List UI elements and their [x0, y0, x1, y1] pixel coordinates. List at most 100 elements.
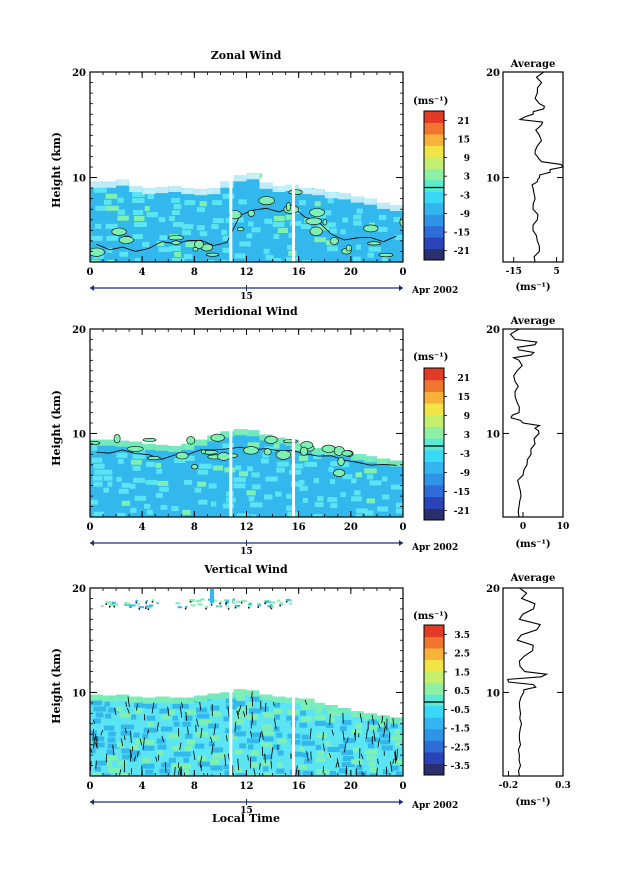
contour-blob [90, 247, 105, 257]
colorbar-tick-label: 21 [457, 117, 470, 127]
contour-blob [243, 446, 259, 455]
heatmap-cell [222, 443, 235, 449]
heatmap-cell [222, 503, 234, 509]
heatmap-cell [340, 492, 346, 498]
heatmap-cell [182, 721, 192, 727]
heatmap-cell [233, 175, 247, 182]
colorbar-segment [424, 636, 444, 649]
x-tick-label: 12 [240, 781, 254, 792]
heatmap-cell [314, 201, 321, 207]
heatmap-cell [367, 743, 375, 749]
heatmap-cell [390, 460, 403, 467]
heatmap-cell [138, 606, 145, 609]
contour-blob [168, 235, 185, 241]
heatmap-cell [92, 742, 105, 748]
heatmap-cell [129, 696, 143, 703]
heatmap-cell [168, 246, 181, 251]
heatmap-cell [107, 737, 116, 743]
heatmap-cell [251, 472, 260, 478]
profile-frame [502, 71, 564, 263]
heatmap-cell [250, 756, 257, 762]
heatmap-cell [340, 229, 346, 235]
heatmap-cell [395, 502, 403, 508]
heatmap-cell [90, 499, 98, 505]
contour-blob [217, 452, 231, 461]
heatmap-cell [159, 486, 169, 492]
colorbar-segment [424, 694, 444, 707]
heatmap-cell [274, 774, 286, 776]
contour-segment [120, 738, 124, 747]
heatmap-cell [108, 767, 121, 773]
contour-segment [155, 756, 158, 762]
heatmap-cell [257, 602, 261, 605]
heatmap-cell [317, 750, 325, 756]
heatmap-cell [91, 235, 103, 241]
contour-segment [167, 706, 170, 717]
x-tick-label: 0 [87, 781, 94, 792]
heatmap-cell [364, 510, 374, 516]
contour-segment [147, 729, 149, 735]
heatmap-cell [223, 764, 233, 770]
heatmap-cell [103, 695, 116, 702]
heatmap-cell [174, 458, 186, 463]
heatmap-cell [103, 475, 113, 481]
colorbar-segment [424, 168, 444, 181]
heatmap-cell [351, 478, 357, 484]
heatmap-cell [92, 772, 101, 776]
contour-dot [147, 608, 150, 610]
heatmap-cell [155, 444, 169, 451]
contour-blob [378, 252, 394, 258]
contour-segment [270, 747, 274, 760]
colorbar-segment [424, 449, 444, 462]
heatmap-cell [116, 452, 128, 458]
heatmap-cell [301, 704, 311, 710]
heatmap-cell [263, 766, 269, 772]
contour-segment [381, 715, 384, 724]
heatmap-cell [107, 259, 115, 262]
contour-segment [322, 743, 325, 752]
heatmap-cell [121, 724, 134, 730]
contour-segment [383, 726, 386, 737]
panel-vertical-wind: Vertical Wind 0 4 8 12 16 20 0 10 20 Height (km… [50, 563, 571, 825]
colorbar-segment [424, 133, 444, 146]
contour-blob [341, 450, 353, 457]
heatmap-cell [131, 714, 137, 720]
x-tick-label: 0 [87, 267, 94, 278]
contour-segment [344, 742, 347, 753]
heatmap-cell [259, 182, 273, 189]
colorbar-tick-label: -0.5 [451, 706, 470, 716]
heatmap-cell [220, 752, 226, 758]
contour-segment [238, 705, 242, 712]
contour-dot [227, 608, 230, 610]
heatmap-cell [90, 730, 97, 736]
profile-x-tick-label: 0 [520, 522, 526, 532]
heatmap-cell [316, 768, 330, 774]
colorbar-tick-label: -21 [454, 247, 470, 257]
heatmap-cell [172, 703, 184, 709]
contour-blob [206, 252, 220, 257]
heatmap-cell [116, 742, 125, 748]
heatmap-cell [177, 606, 182, 609]
heatmap-cell [315, 720, 327, 726]
contour-segment [270, 760, 272, 769]
heatmap-cell [353, 214, 362, 220]
heatmap-cell [181, 188, 195, 195]
heatmap-cell [273, 708, 283, 714]
profile-plot: 10 20 -15 5 [486, 68, 564, 277]
heatmap-cell [145, 605, 150, 608]
y-tick-label: 20 [72, 325, 86, 336]
heatmap-cell [183, 757, 189, 763]
x-tick-label: 4 [139, 781, 146, 792]
x-tick-label: 20 [344, 267, 358, 278]
x-axis-label: Local Time [212, 812, 280, 825]
heatmap-cell [197, 761, 211, 767]
heatmap-cell [286, 505, 296, 511]
heatmap-cell [222, 235, 232, 241]
heatmap-cell [248, 744, 254, 750]
contour-dot [219, 602, 221, 605]
heatmap-cell [116, 440, 130, 447]
colorbar-segment [424, 111, 444, 123]
heatmap-cell [155, 516, 168, 517]
heatmap-cell [157, 744, 167, 750]
heatmap-cell [197, 469, 208, 475]
